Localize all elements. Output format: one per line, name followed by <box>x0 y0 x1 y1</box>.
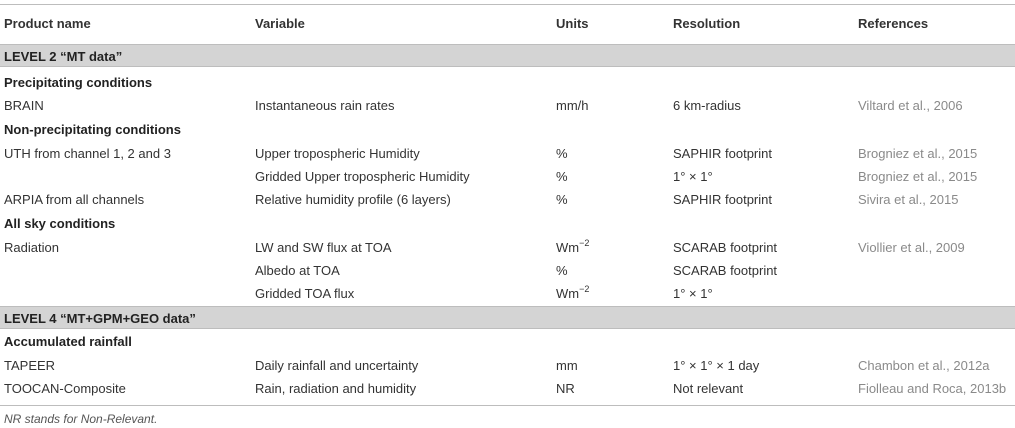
subsection-title: Precipitating conditions <box>4 75 153 90</box>
header-product-name: Product name <box>4 16 91 31</box>
table-row: BRAIN Instantaneous rain rates mm/h 6 km… <box>0 94 1015 117</box>
resolution: 1° × 1° <box>673 169 713 184</box>
header-references: References <box>858 16 929 31</box>
units: Wm <box>556 286 580 301</box>
subsection-non-precipitating: Non-precipitating conditions <box>0 118 1015 141</box>
reference: Viltard et al., 2006 <box>858 98 963 113</box>
reference: Brogniez et al., 2015 <box>858 146 978 161</box>
product-name: TOOCAN-Composite <box>4 381 126 396</box>
variable: LW and SW flux at TOA <box>255 240 392 255</box>
section-level-4: LEVEL 4 “MT+GPM+GEO data” <box>0 306 1015 329</box>
subsection-all-sky: All sky conditions <box>0 212 1015 235</box>
table-row: Gridded Upper tropospheric Humidity % 1°… <box>0 165 1015 188</box>
reference: Sivira et al., 2015 <box>858 192 959 207</box>
variable: Relative humidity profile (6 layers) <box>255 192 451 207</box>
reference: Viollier et al., 2009 <box>858 240 965 255</box>
units: % <box>556 192 568 207</box>
units-exponent: −2 <box>579 283 590 294</box>
subsection-accumulated-rainfall: Accumulated rainfall <box>0 330 1015 353</box>
resolution: SCARAB footprint <box>673 240 778 255</box>
resolution: SAPHIR footprint <box>673 146 772 161</box>
reference: Fiolleau and Roca, 2013b <box>858 381 1007 396</box>
product-name: ARPIA from all channels <box>4 192 145 207</box>
resolution: 1° × 1° <box>673 286 713 301</box>
table-footnote: NR stands for Non-Relevant. <box>4 412 158 426</box>
table-row: ARPIA from all channels Relative humidit… <box>0 188 1015 211</box>
variable: Daily rainfall and uncertainty <box>255 358 419 373</box>
table-row: Radiation LW and SW flux at TOA Wm−2 SCA… <box>0 236 1015 259</box>
header-variable: Variable <box>255 16 305 31</box>
table-row: TOOCAN-Composite Rain, radiation and hum… <box>0 377 1015 400</box>
variable: Instantaneous rain rates <box>255 98 395 113</box>
units: mm/h <box>556 98 589 113</box>
table-header: Product name Variable Units Resolution R… <box>0 5 1015 44</box>
section-title: LEVEL 4 “MT+GPM+GEO data” <box>4 311 196 326</box>
units: mm <box>556 358 578 373</box>
resolution: Not relevant <box>673 381 744 396</box>
variable: Gridded TOA flux <box>255 286 355 301</box>
variable: Albedo at TOA <box>255 263 340 278</box>
section-title: LEVEL 2 “MT data” <box>4 49 123 64</box>
resolution: 6 km-radius <box>673 98 741 113</box>
units: Wm <box>556 240 580 255</box>
header-units: Units <box>556 16 589 31</box>
top-rule <box>0 4 1015 5</box>
units-cell: Wm−2 <box>556 237 590 255</box>
subsection-precipitating: Precipitating conditions <box>0 71 1015 94</box>
units: % <box>556 169 568 184</box>
subsection-title: Non-precipitating conditions <box>4 122 181 137</box>
resolution: SAPHIR footprint <box>673 192 772 207</box>
subsection-title: All sky conditions <box>4 216 116 231</box>
resolution: SCARAB footprint <box>673 263 778 278</box>
product-name: TAPEER <box>4 358 56 373</box>
product-name: UTH from channel 1, 2 and 3 <box>4 146 171 161</box>
variable: Rain, radiation and humidity <box>255 381 417 396</box>
units-exponent: −2 <box>579 237 590 248</box>
reference: Brogniez et al., 2015 <box>858 169 978 184</box>
variable: Gridded Upper tropospheric Humidity <box>255 169 470 184</box>
bottom-rule <box>0 405 1015 406</box>
units: % <box>556 263 568 278</box>
variable: Upper tropospheric Humidity <box>255 146 420 161</box>
units-cell: Wm−2 <box>556 283 590 301</box>
section-level-2: LEVEL 2 “MT data” <box>0 44 1015 67</box>
table-row: Albedo at TOA % SCARAB footprint <box>0 259 1015 282</box>
subsection-title: Accumulated rainfall <box>4 334 132 349</box>
table-row: Gridded TOA flux Wm−2 1° × 1° <box>0 282 1015 305</box>
resolution: 1° × 1° × 1 day <box>673 358 760 373</box>
units: NR <box>556 381 575 396</box>
table-row: TAPEER Daily rainfall and uncertainty mm… <box>0 354 1015 377</box>
table-row: UTH from channel 1, 2 and 3 Upper tropos… <box>0 142 1015 165</box>
product-name: BRAIN <box>4 98 44 113</box>
header-resolution: Resolution <box>673 16 741 31</box>
reference: Chambon et al., 2012a <box>858 358 990 373</box>
product-name: Radiation <box>4 240 59 255</box>
units: % <box>556 146 568 161</box>
